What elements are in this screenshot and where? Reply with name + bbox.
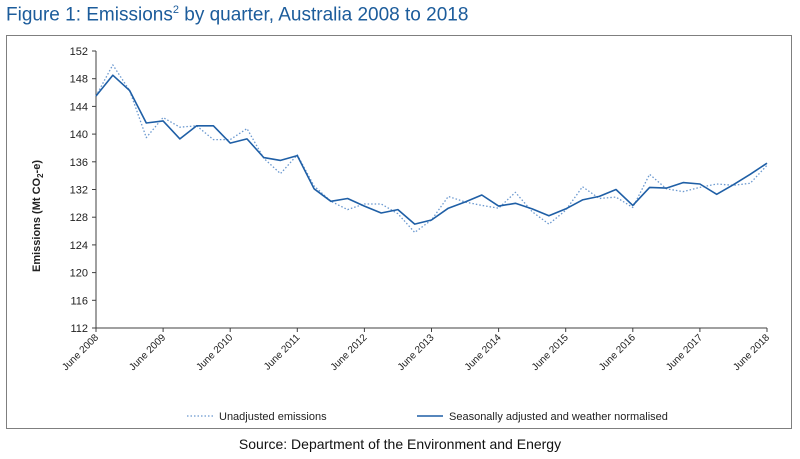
series-lines — [95, 64, 768, 234]
chart: Emissions (Mt CO2-e) 1121161201241281321… — [31, 46, 772, 423]
y-axis-ticks: 112 116 120 124 128 132 136 140 144 148 152 — [70, 46, 96, 335]
y-tick-label: 152 — [70, 46, 88, 58]
x-tick-label: June 2011 — [262, 332, 303, 373]
legend-label-adjusted: Seasonally adjusted and weather normalis… — [449, 411, 668, 423]
y-tick-label: 112 — [70, 323, 88, 335]
legend: Unadjusted emissions Seasonally adjusted… — [187, 411, 668, 423]
y-tick-label: 120 — [70, 268, 88, 280]
x-tick-label: June 2017 — [664, 332, 705, 373]
legend-label-unadjusted: Unadjusted emissions — [219, 411, 327, 423]
x-tick-label: June 2014 — [463, 332, 504, 373]
y-tick-label: 124 — [70, 240, 88, 252]
y-tick-label: 140 — [70, 129, 88, 141]
x-tick-label: June 2012 — [329, 332, 370, 373]
y-tick-label: 116 — [70, 295, 88, 307]
x-tick-label: June 2008 — [60, 332, 101, 373]
x-tick-label: June 2010 — [195, 332, 236, 373]
x-axis-ticks: June 2008 June 2009 June 2010 June 2011 June… — [60, 328, 772, 373]
chart-frame: Emissions (Mt CO2-e) 112 116 120 124 128 132 1… — [6, 35, 792, 429]
x-tick-label: June 2009 — [127, 332, 168, 373]
y-tick-label: 132 — [70, 185, 88, 197]
source-note: Source: Department of the Environment an… — [238, 436, 562, 452]
y-tick-label: 136 — [70, 157, 88, 169]
y-tick-label: 144 — [70, 101, 88, 113]
y-tick-label: 148 — [70, 74, 88, 86]
x-tick-label: June 2018 — [731, 332, 772, 373]
x-tick-label: June 2016 — [597, 332, 638, 373]
y-tick-label: 128 — [70, 212, 88, 224]
series-line-unadjusted — [95, 64, 768, 234]
y-axis-label: Emissions (Mt CO2-e) — [31, 160, 45, 272]
chart-title: Figure 1: Emissions2 by quarter, Austral… — [6, 4, 469, 26]
axes — [95, 51, 767, 329]
series-line-adjusted — [95, 74, 768, 225]
x-tick-label: June 2013 — [396, 332, 437, 373]
x-tick-label: June 2015 — [530, 332, 571, 373]
